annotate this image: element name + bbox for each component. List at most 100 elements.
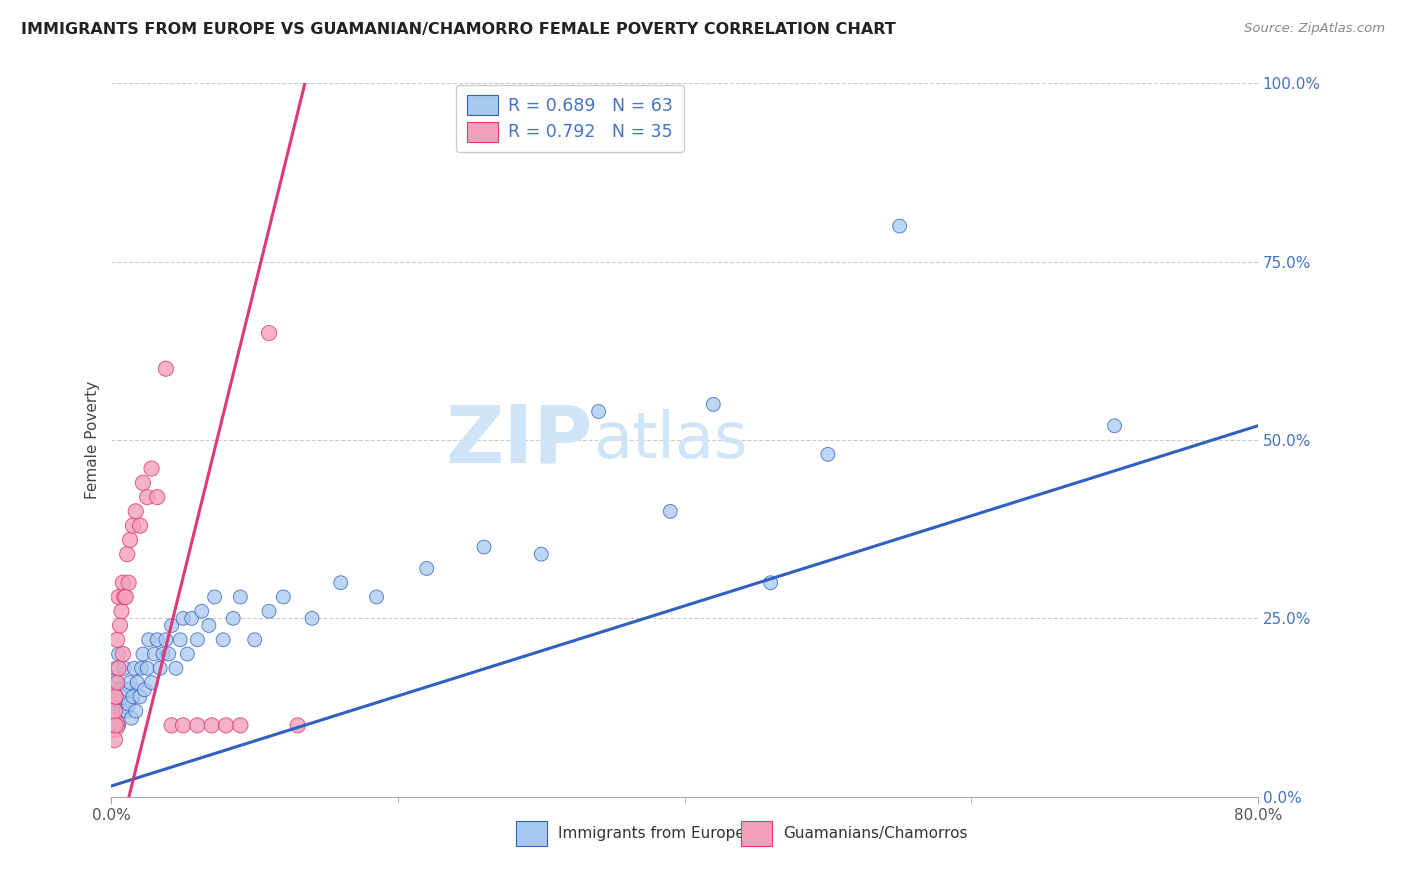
Point (121, 711, 143, 725)
Point (132, 647, 155, 661)
Point (105, 632, 128, 647)
Text: IMMIGRANTS FROM EUROPE VS GUAMANIAN/CHAMORRO FEMALE POVERTY CORRELATION CHART: IMMIGRANTS FROM EUROPE VS GUAMANIAN/CHAM… (21, 22, 896, 37)
Point (530, 547, 553, 561)
Point (110, 604, 132, 618)
Point (107, 647, 129, 661)
Point (115, 682, 138, 697)
Point (415, 561, 437, 575)
Point (186, 718, 208, 732)
Point (212, 632, 235, 647)
Point (111, 575, 134, 590)
Point (129, 518, 152, 533)
Point (366, 590, 388, 604)
Point (702, 397, 724, 411)
Point (889, 219, 911, 233)
Point (229, 718, 252, 732)
Point (659, 504, 682, 518)
Point (105, 675, 128, 690)
Point (103, 704, 125, 718)
Point (122, 518, 145, 533)
Point (107, 590, 129, 604)
Point (125, 704, 148, 718)
Point (103, 732, 125, 747)
Point (155, 361, 177, 376)
Point (124, 661, 146, 675)
Point (105, 704, 128, 718)
Point (198, 618, 221, 632)
Point (157, 647, 180, 661)
Point (472, 540, 495, 554)
Text: Source: ZipAtlas.com: Source: ZipAtlas.com (1244, 22, 1385, 36)
Point (101, 679, 124, 693)
Point (172, 611, 194, 625)
Text: Immigrants from Europe: Immigrants from Europe (558, 826, 745, 841)
Point (817, 447, 839, 461)
Point (160, 618, 183, 632)
Point (146, 490, 169, 504)
Point (118, 533, 141, 547)
Point (117, 575, 139, 590)
Point (114, 704, 136, 718)
Point (204, 590, 226, 604)
Point (111, 690, 134, 704)
Point (759, 575, 782, 590)
Point (101, 718, 124, 732)
Point (329, 575, 352, 590)
Point (122, 690, 145, 704)
Point (104, 690, 127, 704)
Point (149, 661, 172, 675)
Point (104, 718, 127, 732)
Point (273, 590, 295, 604)
Point (127, 675, 149, 690)
Point (112, 661, 135, 675)
Point (131, 661, 153, 675)
Point (132, 475, 155, 490)
Point (301, 611, 323, 625)
Point (112, 590, 135, 604)
Point (115, 547, 138, 561)
Point (110, 704, 132, 718)
Legend: R = 0.689   N = 63, R = 0.792   N = 35: R = 0.689 N = 63, R = 0.792 N = 35 (457, 85, 683, 152)
Point (201, 718, 224, 732)
Point (108, 682, 131, 697)
Point (118, 675, 141, 690)
Point (138, 632, 160, 647)
Point (103, 690, 125, 704)
Point (104, 661, 127, 675)
Point (111, 647, 134, 661)
Point (117, 697, 139, 711)
Text: Guamanians/Chamorros: Guamanians/Chamorros (783, 826, 967, 841)
Point (101, 690, 124, 704)
Point (104, 697, 127, 711)
Point (129, 690, 152, 704)
Point (190, 604, 212, 618)
Point (215, 718, 238, 732)
Text: atlas: atlas (593, 409, 747, 471)
Point (134, 682, 156, 697)
Point (141, 461, 163, 475)
Point (287, 718, 309, 732)
Point (229, 590, 252, 604)
Point (257, 604, 280, 618)
Point (114, 590, 136, 604)
Point (155, 632, 177, 647)
Point (136, 661, 159, 675)
Point (125, 504, 148, 518)
Point (176, 647, 198, 661)
Point (1104, 418, 1126, 433)
Point (222, 611, 245, 625)
Point (141, 675, 163, 690)
Point (588, 404, 610, 418)
Point (146, 632, 169, 647)
Point (172, 718, 194, 732)
Point (169, 632, 191, 647)
Point (186, 632, 208, 647)
Text: ZIP: ZIP (446, 401, 593, 479)
Point (107, 718, 129, 732)
Point (143, 647, 166, 661)
Point (107, 661, 129, 675)
Point (108, 618, 131, 632)
Point (105, 675, 128, 690)
Point (136, 490, 159, 504)
Point (152, 647, 174, 661)
